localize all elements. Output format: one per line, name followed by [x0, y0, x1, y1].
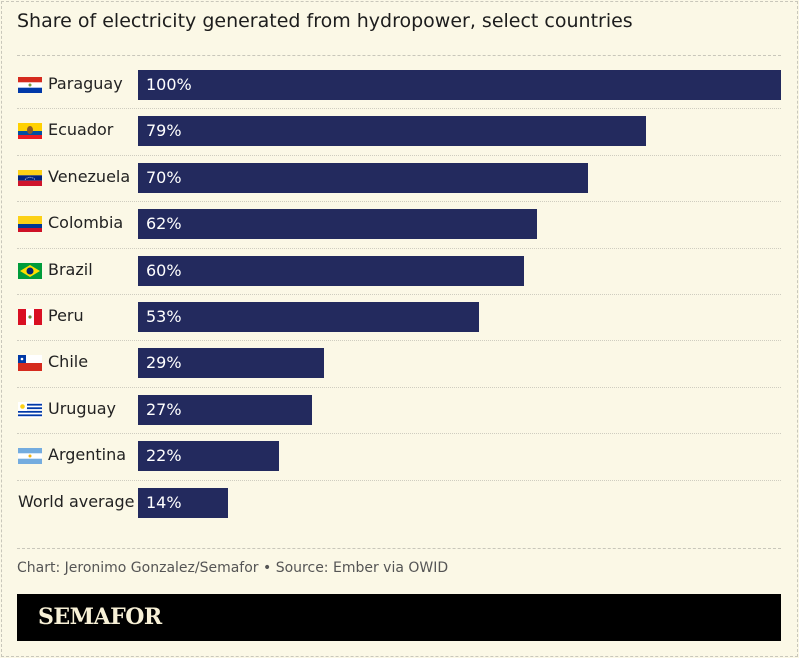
colombia-flag-icon [18, 216, 42, 233]
bar: 29% [138, 348, 325, 379]
bar: 100% [138, 70, 781, 100]
bar-row: World average 14% [17, 480, 781, 526]
paraguay-flag-icon [18, 77, 42, 93]
category-label: Brazil [48, 259, 93, 279]
bar: 53% [138, 302, 479, 332]
argentina-flag-icon [18, 448, 42, 465]
category-label: Paraguay [48, 74, 123, 93]
value-label: 62% [146, 214, 182, 234]
bar-row: Chile 29% [17, 340, 781, 386]
category-label: Colombia [48, 213, 124, 233]
chart-title: Share of electricity generated from hydr… [17, 10, 633, 32]
category-label: Venezuela [48, 166, 131, 186]
bar: 22% [138, 441, 280, 472]
row-separator [17, 154, 781, 156]
bar: 60% [138, 255, 524, 286]
row-separator [17, 201, 781, 203]
brand-banner: SEMAFOR [17, 594, 781, 641]
bar-row: Brazil 60% [17, 248, 781, 294]
row-separator [17, 479, 781, 481]
row-separator [17, 247, 781, 249]
bar-row: Ecuador 79% [17, 108, 781, 154]
bar: 27% [138, 394, 312, 425]
bar: 62% [138, 209, 537, 240]
row-separator [17, 340, 781, 342]
row-separator [17, 294, 781, 295]
uruguay-flag-icon [18, 401, 42, 418]
category-label: Ecuador [48, 120, 114, 140]
category-label: Argentina [48, 445, 127, 465]
category-label: Chile [48, 352, 89, 372]
category-label: Peru [48, 306, 84, 325]
bar-row: Paraguay 100% [17, 62, 781, 108]
footer-divider [17, 548, 781, 549]
bar: 79% [138, 116, 646, 147]
value-label: 53% [146, 307, 182, 326]
venezuela-flag-icon [18, 169, 42, 186]
value-label: 100% [146, 75, 192, 94]
brazil-flag-icon [18, 262, 42, 279]
bar: 14% [138, 487, 229, 518]
row-separator [17, 108, 781, 110]
row-separator [17, 433, 781, 435]
bar-row: Argentina 22% [17, 433, 781, 479]
semafor-logo: SEMAFOR [38, 604, 162, 630]
row-separator [17, 386, 781, 388]
value-label: 27% [146, 399, 182, 419]
bar-row: Peru 53% [17, 294, 781, 340]
value-label: 14% [146, 492, 182, 512]
bar-row: Uruguay 27% [17, 387, 781, 433]
chile-flag-icon [18, 355, 42, 372]
bar-row: Colombia 62% [17, 201, 781, 247]
bar: 70% [138, 162, 589, 193]
value-label: 22% [146, 446, 182, 466]
ecuador-flag-icon [18, 123, 42, 140]
value-label: 79% [146, 121, 182, 141]
value-label: 60% [146, 260, 182, 280]
title-divider [17, 55, 781, 56]
peru-flag-icon [18, 309, 42, 325]
bar-row: Venezuela 70% [17, 155, 781, 201]
value-label: 29% [146, 353, 182, 373]
source-credit: Chart: Jeronimo Gonzalez/Semafor • Sourc… [17, 560, 449, 576]
value-label: 70% [146, 167, 182, 187]
category-label: Uruguay [48, 398, 116, 418]
category-label: World average [18, 491, 135, 511]
